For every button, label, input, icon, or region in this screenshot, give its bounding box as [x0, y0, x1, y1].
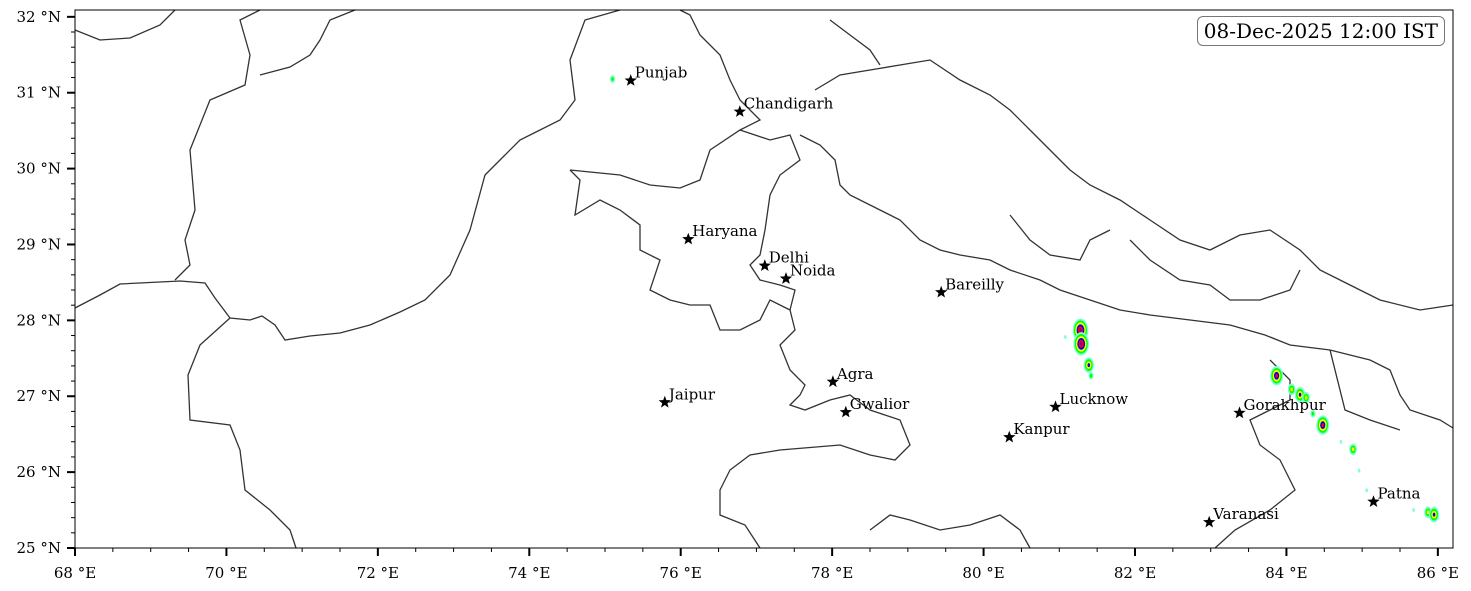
y-tick-label: 30 °N: [17, 160, 61, 178]
state-boundaries: [74, 9, 1454, 549]
rain-cell: [1339, 439, 1343, 444]
city-label: Haryana: [692, 222, 757, 240]
rain-cell: [1357, 468, 1361, 473]
star-icon: [682, 232, 695, 245]
star-icon: [779, 272, 793, 284]
rain-cell: [1087, 363, 1091, 368]
x-tick-label: 76 °E: [660, 564, 702, 582]
y-tick-label: 29 °N: [17, 235, 61, 253]
star-icon: [1233, 406, 1246, 419]
city-label: Chandigarh: [744, 95, 834, 113]
star-icon: [826, 375, 840, 388]
rain-cell: [1365, 488, 1368, 493]
x-tick-label: 84 °E: [1265, 564, 1307, 582]
city-label: Lucknow: [1060, 390, 1129, 408]
y-tick-label: 28 °N: [17, 311, 61, 329]
x-tick-label: 74 °E: [508, 564, 550, 582]
x-tick-label: 80 °E: [962, 564, 1004, 582]
city-label: Patna: [1378, 485, 1421, 503]
y-tick-label: 26 °N: [17, 463, 61, 481]
rainfall-cells: [609, 75, 1440, 523]
rain-cell: [1311, 411, 1315, 416]
x-tick-label: 70 °E: [205, 564, 247, 582]
y-tick-label: 31 °N: [17, 84, 61, 102]
rain-cell: [1290, 387, 1294, 392]
star-icon: [839, 405, 852, 418]
city-label: Noida: [790, 262, 836, 280]
rain-cell: [1079, 328, 1082, 333]
plot-frame: [74, 9, 1454, 549]
rain-cell: [1426, 510, 1430, 515]
x-tick-label: 78 °E: [811, 564, 853, 582]
axes: 68 °E 70 °E 72 °E 74 °E 76 °E 78 °E 80 °E 82 °E…: [17, 8, 1459, 582]
star-icon: [1203, 515, 1216, 528]
city-label: Delhi: [769, 249, 809, 267]
star-icon: [624, 74, 637, 86]
x-tick-label: 86 °E: [1417, 564, 1459, 582]
star-icon: [758, 259, 771, 271]
city-label: Kanpur: [1013, 420, 1070, 438]
x-tick-label: 82 °E: [1114, 564, 1156, 582]
rain-cell: [1321, 423, 1325, 428]
city-label: Gorakhpur: [1243, 396, 1326, 414]
city-label: Jaipur: [667, 385, 716, 403]
rain-cell: [611, 77, 614, 82]
rain-cell: [1089, 373, 1093, 378]
rain-cell: [1412, 508, 1415, 513]
timestamp-label: 08-Dec-2025 12:00 IST: [1196, 16, 1445, 46]
city-label: Varanasi: [1212, 505, 1279, 523]
y-tick-label: 27 °N: [17, 387, 61, 405]
city-label: Agra: [836, 365, 874, 383]
city-label: Gwalior: [850, 395, 910, 413]
rain-cell: [1432, 512, 1436, 517]
x-tick-label: 68 °E: [54, 564, 96, 582]
city-label: Punjab: [635, 64, 688, 82]
rain-cell: [1079, 341, 1083, 346]
city-label: Bareilly: [945, 275, 1004, 293]
x-tick-label: 72 °E: [357, 564, 399, 582]
rain-cell: [1064, 335, 1067, 339]
star-icon: [658, 395, 671, 408]
star-icon: [1049, 400, 1062, 413]
y-tick-label: 32 °N: [17, 8, 61, 26]
star-icon: [1367, 495, 1380, 507]
star-icon: [733, 105, 746, 117]
star-icon: [935, 285, 948, 298]
star-icon: [1003, 430, 1016, 443]
rain-cell: [1298, 392, 1302, 397]
y-tick-label: 25 °N: [17, 539, 61, 557]
rain-cell: [1304, 395, 1308, 400]
rain-cell: [1275, 373, 1278, 378]
rain-cell: [1351, 447, 1355, 452]
